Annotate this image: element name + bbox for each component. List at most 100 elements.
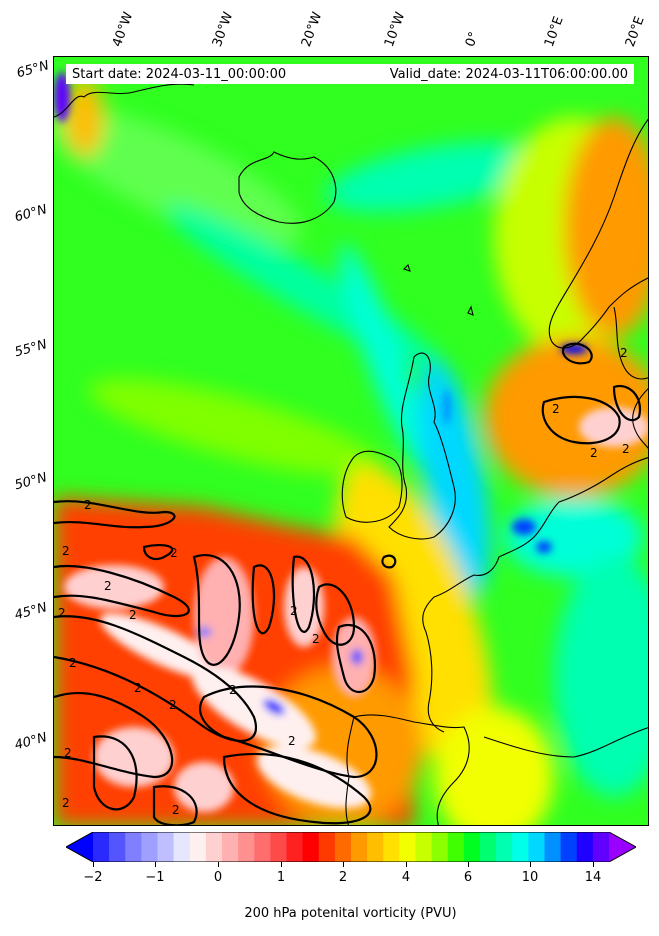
pv-map: 2 2 2 2 2 2 2 2 2 2 2 2 2 2 2 2 2 2 2 2: [53, 56, 649, 826]
lon-label-20w: 20°W: [298, 10, 326, 49]
colorbar-tick-label: −2: [83, 870, 103, 885]
colorbar-swatch: [157, 832, 175, 862]
colorbar-tick-label: 2: [338, 870, 348, 885]
coastline-iceland: [238, 151, 337, 224]
colorbar-swatch: [447, 832, 465, 862]
coastlines: [54, 83, 648, 825]
contour-label: 2: [62, 544, 70, 558]
contour-label: 2: [58, 606, 66, 620]
colorbar-tickmark: [281, 862, 282, 867]
pv-blob: [256, 745, 372, 809]
pv-blob: [88, 378, 380, 476]
contour-label: 2: [170, 546, 178, 560]
colorbar-swatch: [383, 832, 400, 862]
lon-label-0: 0°: [462, 29, 483, 49]
colorbar-swatch: [302, 832, 320, 862]
colorbar-swatch: [238, 832, 255, 862]
colorbar-swatch: [205, 832, 223, 862]
lon-label-20e: 20°E: [622, 14, 648, 50]
coastline-faroe: [402, 263, 411, 272]
contour-label: 2: [590, 446, 598, 460]
valid-date-text: Valid_date: 2024-03-11T06:00:00.00: [389, 66, 628, 82]
colorbar-swatch: [334, 832, 352, 862]
contour-label: 2: [104, 579, 112, 593]
pv-blob: [579, 407, 648, 447]
colorbar-tickmark: [218, 862, 219, 867]
colorbar-swatch: [141, 832, 158, 862]
contour-line: [291, 555, 316, 633]
contour-line: [222, 752, 372, 825]
lat-label-45n: 45°N: [13, 600, 49, 624]
contour-label: 2: [288, 734, 296, 748]
contour-line: [92, 735, 138, 811]
colorbar-tickmark: [468, 862, 469, 867]
coastline-ireland: [341, 450, 403, 523]
colorbar-swatch: [415, 832, 433, 862]
contour-line: [198, 685, 378, 779]
pv-2-contours: [54, 342, 642, 825]
lon-label-10w: 10°W: [381, 10, 409, 49]
contour-line: [612, 384, 642, 422]
colorbar-swatch: [173, 832, 191, 862]
start-date-text: Start date: 2024-03-11_00:00:00: [72, 66, 287, 82]
contour-label: 2: [62, 796, 70, 810]
contour-label: 2: [129, 608, 137, 622]
pv-blob: [54, 107, 303, 247]
pv-blob: [504, 497, 644, 577]
contour-line: [561, 342, 593, 365]
pv-blob: [434, 707, 554, 825]
pv-blob: [536, 541, 552, 553]
colorbar-extend-min: [66, 832, 93, 862]
contour-line: [142, 543, 174, 561]
colorbar-tick-label: 1: [276, 870, 286, 885]
colorbar: [66, 832, 636, 862]
contour-label: 2: [312, 632, 320, 646]
coastline-sweden: [613, 306, 648, 380]
colorbar-swatch: [318, 832, 336, 862]
lon-label-30w: 30°W: [209, 10, 237, 49]
colorbar-swatch: [512, 832, 529, 862]
colorbar-swatch: [254, 832, 271, 862]
lon-label-40w: 40°W: [109, 10, 137, 49]
colorbar-tick-label: 0: [213, 870, 223, 885]
contour-line: [54, 615, 257, 742]
colorbar-swatch: [93, 832, 110, 862]
coastline-iberia-west: [345, 716, 355, 825]
lat-label-65n: 65°N: [15, 58, 51, 82]
pv-blob: [339, 244, 429, 470]
colorbar-tickmark: [93, 862, 94, 867]
colorbar-tick-label: −1: [145, 870, 165, 885]
colorbar-swatch: [367, 832, 384, 862]
colorbar-tickmark: [155, 862, 156, 867]
coastline-greenland: [54, 83, 195, 118]
colorbar-tickmark: [406, 862, 407, 867]
coastline-scandinavia: [548, 118, 648, 349]
contour-label: 2: [69, 656, 77, 670]
contour-line: [541, 395, 621, 445]
lon-label-10e: 10°E: [541, 14, 567, 50]
colorbar-swatch: [125, 832, 142, 862]
contour-label: 2: [229, 683, 237, 697]
contour-line: [381, 554, 397, 569]
pv-blob: [443, 389, 451, 425]
contour-line: [335, 624, 377, 694]
colorbar-tick-label: 4: [401, 870, 411, 885]
colorbar-swatch: [463, 832, 481, 862]
colorbar-swatch: [109, 832, 126, 862]
pv-blob: [64, 77, 104, 157]
colorbar-tick-label: 6: [463, 870, 473, 885]
colorbar-swatch: [189, 832, 207, 862]
contour-line: [315, 583, 356, 646]
contour-label: 2: [622, 442, 630, 456]
coastline-great-britain: [388, 352, 456, 540]
lat-label-55n: 55°N: [13, 337, 49, 361]
coastline-mediterranean: [483, 727, 648, 758]
colorbar-swatch: [528, 832, 545, 862]
colorbar-extend-max: [609, 832, 636, 862]
contour-label: 2: [290, 604, 298, 618]
pv-blob: [174, 762, 234, 812]
contour-line: [192, 554, 241, 666]
colorbar-tick-label: 10: [521, 870, 539, 885]
coastline-continent: [422, 457, 648, 733]
colorbar-swatch: [286, 832, 304, 862]
